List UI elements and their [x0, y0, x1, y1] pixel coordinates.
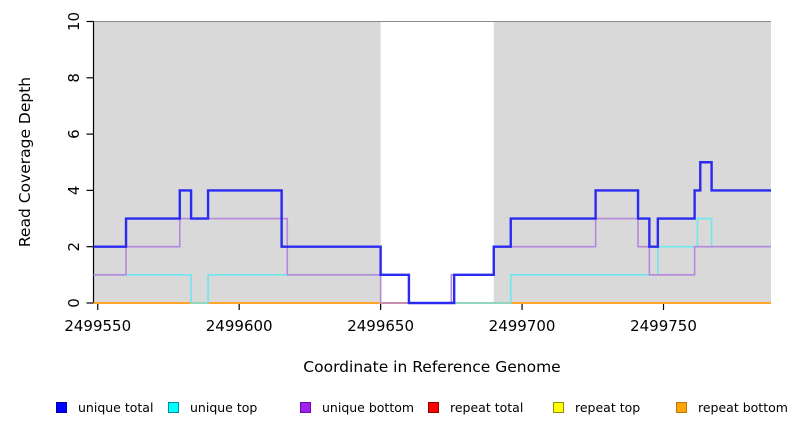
series-layer — [93, 161, 771, 305]
series-line-unique-top — [93, 217, 771, 304]
axes-layer: 0 2 4 6 8 10 2499550 2499600 2499650 2499700 24997… — [64, 12, 771, 335]
y-tick-label: 8 — [65, 73, 83, 83]
y-tick-label: 2 — [65, 242, 83, 252]
shaded-bands-layer — [93, 21, 771, 303]
y-tick-label: 6 — [65, 129, 83, 139]
x-tick-label: 2499750 — [630, 317, 697, 335]
x-tick-label: 2499700 — [489, 317, 556, 335]
shaded-band — [493, 21, 771, 303]
y-tick-label: 0 — [65, 298, 83, 308]
y-tick-label: 10 — [65, 12, 83, 31]
x-tick-label: 2499600 — [206, 317, 273, 335]
x-tick-label: 2499650 — [347, 317, 414, 335]
y-tick-label: 4 — [65, 186, 83, 196]
x-axis-title: Coordinate in Reference Genome — [303, 358, 560, 376]
y-axis-title: Read Coverage Depth — [16, 77, 34, 247]
x-tick-label: 2499550 — [64, 317, 131, 335]
shaded-band — [93, 21, 381, 303]
series-line-unique-total — [93, 161, 771, 305]
